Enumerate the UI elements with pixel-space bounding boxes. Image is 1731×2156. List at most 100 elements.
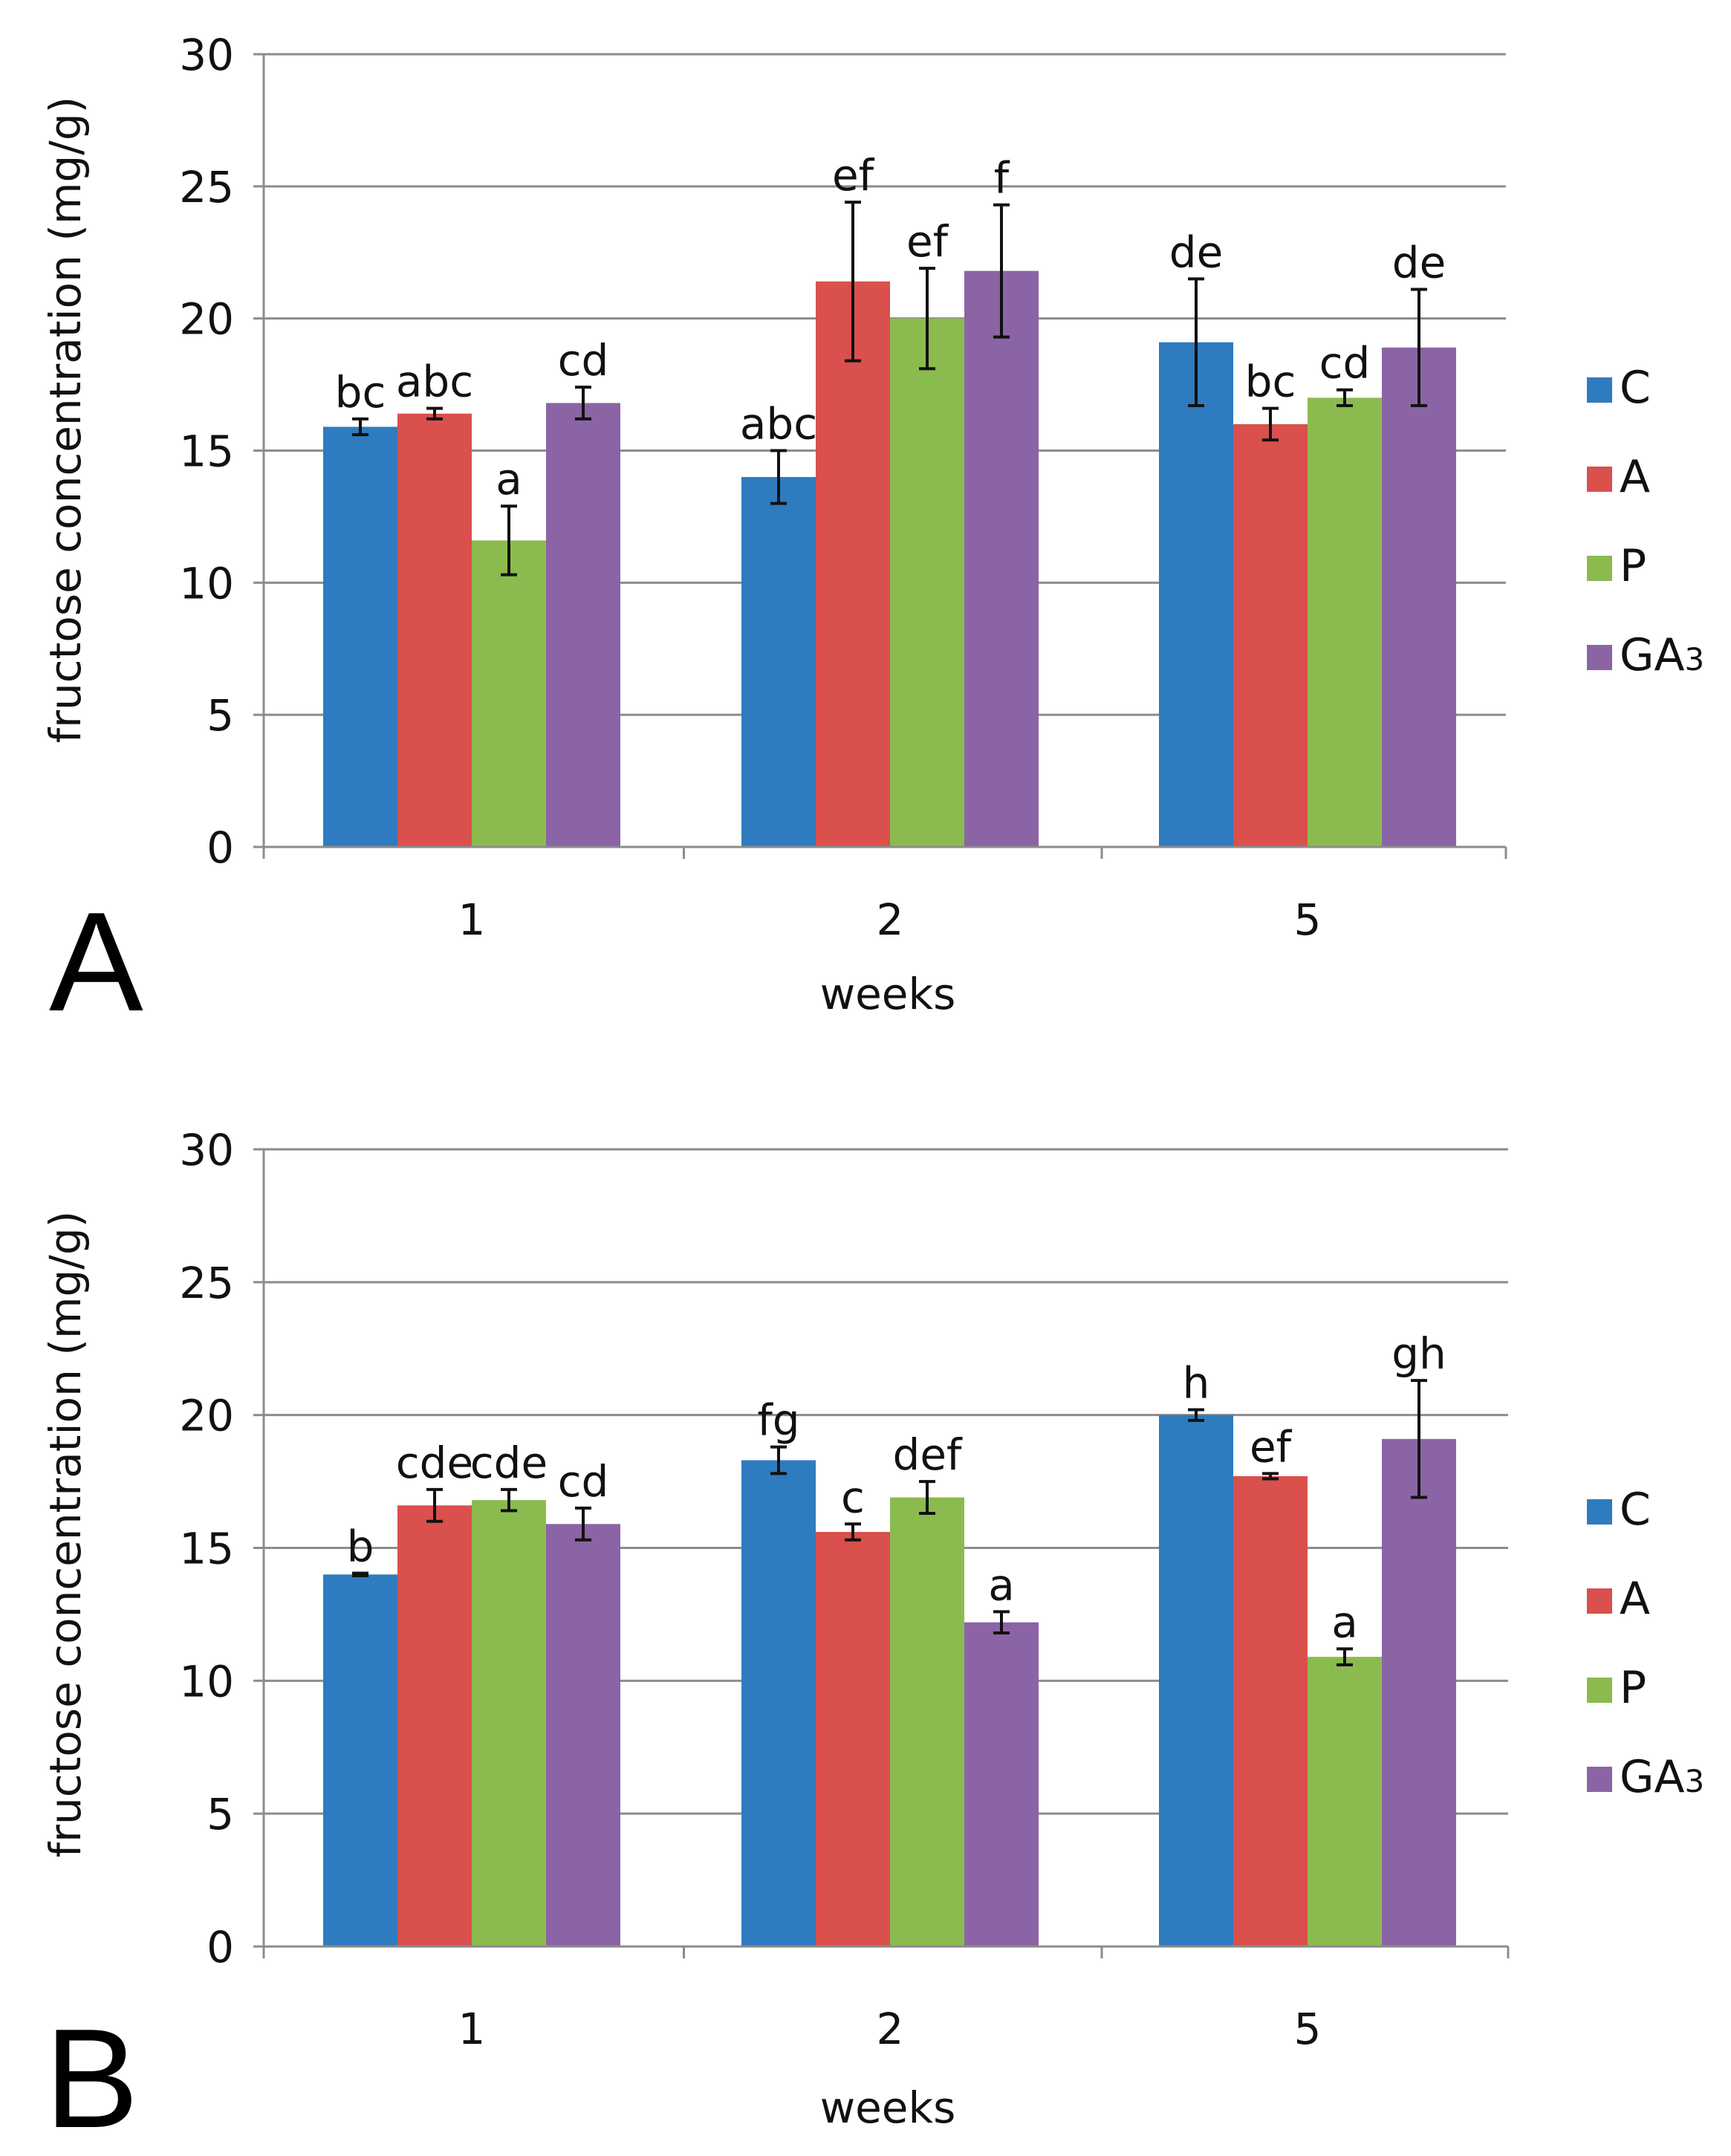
- legend-label: GA3: [1620, 1751, 1704, 1803]
- bar-ga3-week-1: [546, 403, 620, 847]
- significance-label: gh: [1391, 1328, 1446, 1379]
- significance-label: bc: [1245, 357, 1296, 407]
- x-axis-label: weeks: [820, 2082, 956, 2133]
- bar-ga3-week-5: [1382, 1438, 1456, 1946]
- legend-swatch: [1587, 556, 1612, 581]
- legend-item-ga3: GA3: [1587, 629, 1704, 681]
- bar-c-week-2: [741, 1460, 816, 1946]
- legend: CAP GA3: [1587, 362, 1704, 681]
- y-tick-label: 5: [207, 690, 234, 741]
- significance-label: cde: [396, 1438, 473, 1488]
- bar-a-week-5: [1233, 1475, 1308, 1946]
- panel-letter: A: [49, 883, 143, 1041]
- bar-p-week-2: [890, 318, 964, 848]
- significance-label: fg: [757, 1395, 799, 1446]
- significance-label: cde: [470, 1438, 548, 1488]
- significance-label: cd: [558, 335, 609, 386]
- bar-p-week-1: [472, 1500, 546, 1946]
- bar-a-week-2: [816, 281, 890, 848]
- legend-swatch: [1587, 1678, 1612, 1703]
- bar-ga3-week-1: [546, 1524, 620, 1946]
- x-tick-label: 5: [1294, 894, 1322, 945]
- significance-label: h: [1183, 1358, 1210, 1409]
- legend: CAP GA3: [1587, 1484, 1704, 1803]
- x-tick-label: 2: [877, 2004, 904, 2054]
- axes: [253, 1148, 1510, 1958]
- x-tick-label: 1: [458, 2004, 486, 2054]
- significance-label: abc: [740, 399, 817, 449]
- legend-item-a: A: [1587, 1573, 1650, 1625]
- significance-label: cd: [1319, 338, 1371, 389]
- bar-c-week-5: [1159, 342, 1233, 848]
- y-tick-label: 15: [179, 426, 234, 477]
- bar-ga3-week-2: [964, 270, 1039, 847]
- significance-label: de: [1392, 238, 1446, 288]
- bar-a-week-1: [397, 413, 472, 847]
- x-tick-labels: 1 2 5: [458, 2004, 1322, 2054]
- legend-swatch: [1587, 1499, 1612, 1525]
- x-tick-label: 2: [877, 894, 904, 945]
- bar-p-week-1: [472, 540, 546, 847]
- x-tick-labels: 1 2 5: [458, 894, 1322, 945]
- significance-label: cd: [558, 1456, 609, 1507]
- legend-swatch: [1587, 1767, 1612, 1792]
- legend-item-c: C: [1587, 1484, 1651, 1536]
- bar-ga3-week-5: [1382, 347, 1456, 847]
- significance-label: f: [994, 153, 1010, 204]
- y-tick-labels: 0 5 10 15 20 25 30: [179, 1125, 234, 1972]
- y-tick-label: 25: [179, 162, 234, 212]
- significance-label: ef: [832, 150, 875, 201]
- legend-label: GA3: [1620, 629, 1704, 681]
- bar-c-week-5: [1159, 1415, 1233, 1946]
- significance-label: b: [347, 1521, 374, 1571]
- y-tick-label: 30: [179, 1125, 234, 1175]
- y-tick-label: 10: [179, 558, 234, 608]
- significance-label: ef: [906, 216, 949, 267]
- legend-item-ga3: GA3: [1587, 1751, 1704, 1803]
- legend-swatch: [1587, 467, 1612, 492]
- significance-label: a: [496, 454, 522, 504]
- y-tick-label: 10: [179, 1656, 234, 1707]
- y-axis-label: fructose concentration (mg/g): [40, 1211, 91, 1858]
- bar-ga3-week-2: [964, 1622, 1039, 1946]
- legend-label: A: [1620, 1573, 1650, 1625]
- y-tick-label: 15: [179, 1524, 234, 1574]
- bar-p-week-5: [1308, 1657, 1382, 1946]
- x-tick-label: 5: [1294, 2004, 1322, 2054]
- significance-label: a: [1331, 1597, 1358, 1647]
- significance-label: ef: [1250, 1421, 1293, 1472]
- significance-label: a: [988, 1559, 1015, 1610]
- bar-c-week-2: [741, 477, 816, 847]
- panel-letter: B: [45, 2000, 139, 2156]
- y-tick-label: 5: [207, 1789, 234, 1840]
- legend-label: A: [1620, 451, 1650, 503]
- legend-swatch: [1587, 377, 1612, 403]
- significance-label: abc: [396, 357, 473, 407]
- legend-label: P: [1620, 1662, 1646, 1714]
- legend-item-a: A: [1587, 451, 1650, 503]
- y-tick-label: 20: [179, 294, 234, 345]
- legend-label: C: [1620, 1484, 1651, 1536]
- legend-item-c: C: [1587, 362, 1651, 414]
- legend-label: P: [1620, 540, 1646, 592]
- significance-label: de: [1169, 227, 1224, 277]
- bar-c-week-1: [323, 1574, 397, 1946]
- legend-label: C: [1620, 362, 1651, 414]
- bar-c-week-1: [323, 426, 397, 847]
- legend-swatch: [1587, 1588, 1612, 1614]
- y-tick-label: 25: [179, 1258, 234, 1308]
- bar-a-week-2: [816, 1532, 890, 1946]
- y-axis-label: fructose concentration (mg/g): [40, 97, 91, 744]
- x-tick-label: 1: [458, 894, 486, 945]
- legend-item-p: P: [1587, 540, 1646, 592]
- y-tick-label: 20: [179, 1391, 234, 1441]
- y-tick-label: 30: [179, 30, 234, 80]
- y-tick-label: 0: [207, 1922, 234, 1972]
- significance-label: def: [893, 1429, 964, 1480]
